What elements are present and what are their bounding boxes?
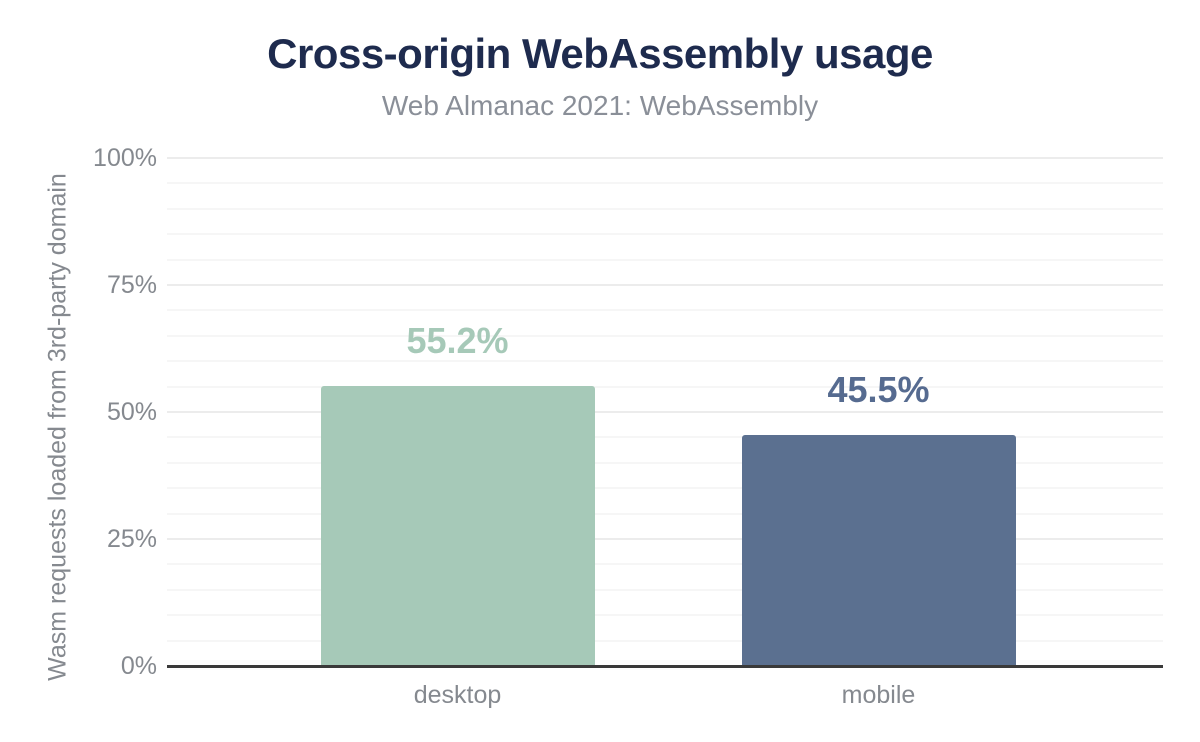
minor-gridline (167, 639, 1163, 642)
minor-gridline (167, 309, 1163, 312)
bar-mobile (741, 434, 1016, 667)
bar-value-label-mobile: 45.5% (827, 368, 930, 410)
y-tick-label: 100% (93, 144, 157, 172)
minor-gridline (167, 233, 1163, 236)
chart-subtitle: Web Almanac 2021: WebAssembly (381, 90, 819, 121)
y-tick-label: 25% (106, 525, 157, 553)
minor-gridline (167, 436, 1163, 439)
minor-gridline (167, 512, 1163, 515)
major-gridline (167, 157, 1163, 159)
minor-gridline (167, 614, 1163, 617)
major-gridline (167, 411, 1163, 413)
minor-gridline (167, 207, 1163, 210)
bar-value-label-desktop: 55.2% (406, 319, 509, 361)
minor-gridline (167, 563, 1163, 566)
major-gridline (167, 538, 1163, 540)
minor-gridline (167, 182, 1163, 185)
chart-title: Cross-origin WebAssembly usage (267, 30, 933, 77)
minor-gridline (167, 461, 1163, 464)
minor-gridline (167, 385, 1163, 388)
minor-gridline (167, 588, 1163, 591)
minor-gridline (167, 258, 1163, 261)
x-axis-label-mobile: mobile (841, 681, 916, 709)
y-tick-label: 50% (106, 398, 157, 426)
x-axis-line (167, 665, 1163, 668)
y-axis-title: Wasm requests loaded from 3rd-party doma… (43, 173, 72, 681)
minor-gridline (167, 360, 1163, 363)
minor-gridline (167, 487, 1163, 490)
x-axis-label-desktop: desktop (413, 681, 502, 709)
y-tick-label: 0% (120, 652, 157, 680)
major-gridline (167, 284, 1163, 286)
y-tick-label: 75% (106, 271, 157, 299)
minor-gridline (167, 334, 1163, 337)
bar-desktop (320, 385, 595, 667)
